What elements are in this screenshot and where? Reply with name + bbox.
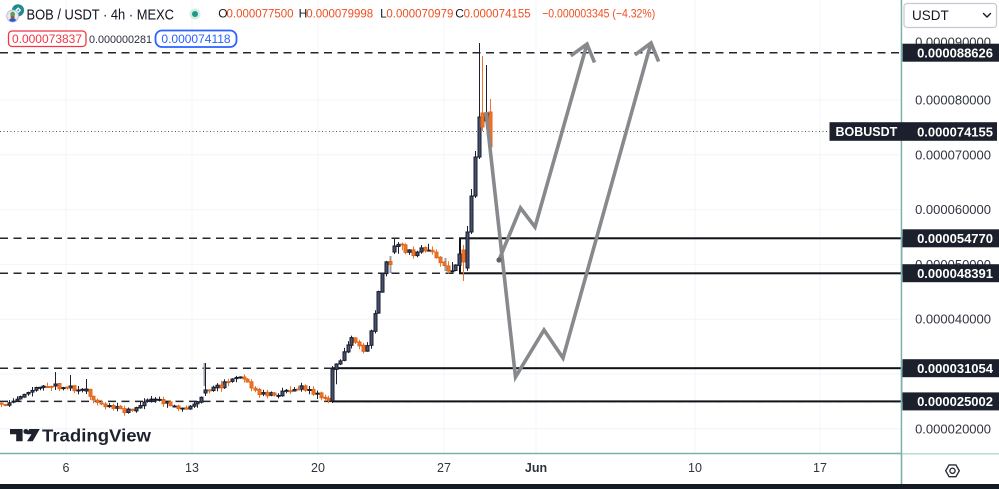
svg-text:0.000073837: 0.000073837 [12,32,82,46]
svg-text:20: 20 [311,461,325,475]
svg-text:0.000080000: 0.000080000 [915,93,991,108]
svg-text:0.000074118: 0.000074118 [161,32,231,46]
svg-text:6: 6 [63,461,70,475]
svg-text:0.000070000: 0.000070000 [915,147,991,162]
svg-text:0.000040000: 0.000040000 [915,312,991,327]
svg-text:10: 10 [688,461,702,475]
svg-text:O: O [218,6,227,20]
svg-text:13: 13 [185,461,199,475]
svg-text:0.000060000: 0.000060000 [915,202,991,217]
svg-text:−0.000003345 (−4.32%): −0.000003345 (−4.32%) [542,6,655,20]
svg-text:Jun: Jun [525,461,547,475]
svg-text:0.000077500: 0.000077500 [227,6,294,20]
svg-text:TradingView: TradingView [42,426,151,446]
svg-text:0.000025002: 0.000025002 [917,394,993,409]
svg-text:BOB / USDT · 4h · MEXC: BOB / USDT · 4h · MEXC [27,8,175,24]
svg-text:0.000031054: 0.000031054 [917,361,994,376]
svg-text:L: L [380,6,387,20]
svg-text:USDT: USDT [912,8,949,23]
svg-text:C: C [455,6,464,20]
svg-text:BOBUSDT: BOBUSDT [836,125,898,139]
svg-text:0.000000281: 0.000000281 [89,34,152,46]
svg-text:0.000070979: 0.000070979 [386,6,453,20]
svg-text:H: H [299,6,308,20]
svg-text:27: 27 [437,461,451,475]
svg-text:0.000074155: 0.000074155 [917,124,993,139]
svg-text:17: 17 [813,461,827,475]
svg-text:0.000088626: 0.000088626 [917,46,993,61]
svg-text:0.000079998: 0.000079998 [306,6,373,20]
svg-text:0.000020000: 0.000020000 [915,421,991,436]
svg-text:0.000074155: 0.000074155 [464,6,531,20]
svg-text:0.000054770: 0.000054770 [917,231,993,246]
svg-text:0.000048391: 0.000048391 [917,266,993,281]
